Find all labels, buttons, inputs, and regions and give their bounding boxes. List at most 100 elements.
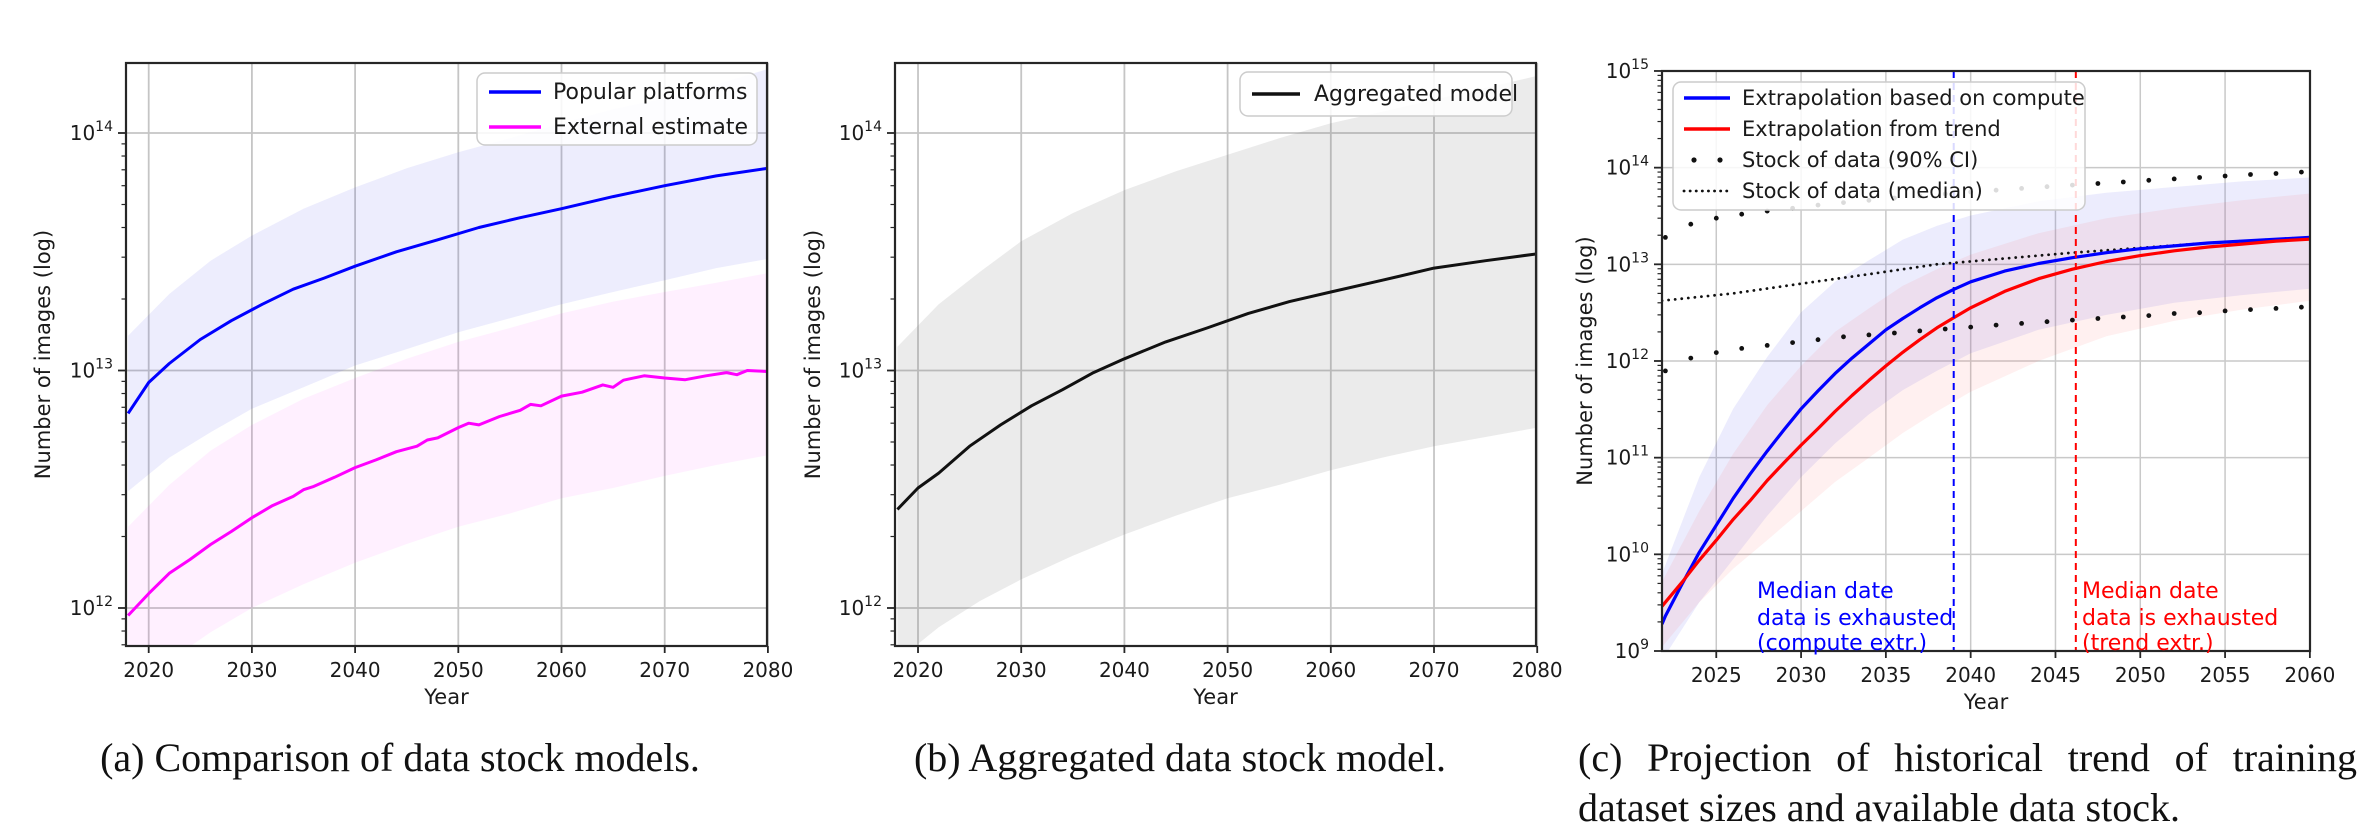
legend-swatch-dot: [1691, 157, 1697, 163]
y-tick-label: 1012: [70, 594, 113, 620]
plot-area: [896, 76, 1536, 646]
x-tick-label: 2060: [536, 658, 587, 682]
legend-label: External estimate: [553, 115, 748, 140]
axes-frame: [893, 61, 1538, 648]
y-axis-label: Number of images (log): [31, 230, 55, 479]
plot-area: [1662, 169, 2310, 651]
annotation-line: Median date: [1757, 579, 1894, 604]
data-point: [2273, 306, 2279, 311]
y-tick-label: 1013: [1606, 250, 1649, 276]
x-tick-label: 2080: [1512, 658, 1563, 682]
x-axis-label: Year: [1192, 685, 1238, 709]
data-point: [1688, 355, 1694, 361]
y-tick-label: 1010: [1606, 540, 1649, 566]
data-point: [1739, 211, 1745, 217]
data-point: [2146, 177, 2152, 183]
y-axis-label: Number of images (log): [801, 230, 825, 479]
data-point: [1739, 346, 1745, 351]
annotation-line: data is exhausted: [1757, 606, 1953, 631]
extrapolation-from-trend-ci-band: [1662, 193, 2310, 647]
popular-platforms-line: [126, 166, 767, 415]
x-tick-label: 2050: [2115, 663, 2166, 687]
legend-box: [1239, 71, 1513, 117]
extrapolation-from-trend-line: [1662, 237, 2310, 608]
data-point: [2171, 176, 2177, 182]
y-tick-label: 1011: [1606, 444, 1649, 470]
external-estimate-90-ci-band: [128, 273, 767, 646]
legend-item-extrapolation-based-on-compute: Extrapolation based on compute: [1684, 86, 2085, 110]
legend-item-stock-of-data-90-ci: Stock of data (90% CI): [1691, 148, 1978, 172]
x-tick-label: 2080: [742, 658, 793, 682]
x-tick-label: 2070: [639, 658, 690, 682]
popular-platforms-90-ci-band: [128, 69, 767, 492]
data-point: [1968, 324, 1974, 330]
annotation-line: Median date: [2082, 579, 2219, 604]
x-tick-label: 2040: [1099, 658, 1150, 682]
axes-frame: [124, 61, 769, 648]
extrapolation-based-on-compute-ci-band: [1662, 177, 2310, 651]
legend-item-popular-platforms: Popular platforms: [489, 80, 747, 105]
x-tick-label: 2045: [2030, 663, 2081, 687]
y-tick-label: 1014: [839, 119, 882, 145]
x-tick-label: 2020: [123, 658, 174, 682]
annotation-line: (compute extr.): [1757, 631, 1927, 656]
x-axis-label: Year: [1963, 690, 2009, 714]
legend-item-external-estimate: External estimate: [489, 115, 748, 140]
data-point: [2019, 321, 2024, 326]
x-tick-label: 2070: [1409, 658, 1460, 682]
data-point: [2095, 316, 2101, 321]
y-tick-label: 1014: [70, 119, 113, 145]
data-point: [2299, 169, 2304, 175]
y-tick-label: 1012: [1606, 347, 1649, 373]
data-point: [2095, 181, 2101, 186]
plot-area: [126, 69, 767, 646]
x-tick-label: 2050: [1202, 658, 1253, 682]
legend-label: Aggregated model: [1314, 82, 1518, 107]
legend-box: [476, 72, 758, 146]
data-point: [2044, 319, 2050, 325]
data-point: [1764, 343, 1770, 348]
data-point: [2197, 310, 2203, 316]
legend: Extrapolation based on compute Extrapolat…: [1672, 81, 2086, 211]
caption-c-line2: dataset sizes and available data stock.: [1578, 785, 2180, 830]
data-point: [2171, 311, 2177, 316]
legend-swatch-dot: [1717, 157, 1723, 163]
legend-item-aggregated-model: Aggregated model: [1252, 82, 1518, 107]
ticks: 2020 2030 2040 2050 2060 2070 2080 1012 1013 1014: [839, 119, 1563, 682]
x-tick-label: 2040: [330, 658, 381, 682]
x-tick-label: 2050: [433, 658, 484, 682]
x-axis-label: Year: [423, 685, 469, 709]
data-point: [1892, 330, 1897, 336]
external-estimate-line: [127, 369, 767, 617]
ticks: 2020 2030 2040 2050 2060 2070 2080 1012 1013 1014: [70, 119, 794, 682]
legend-label: Extrapolation from trend: [1742, 117, 2001, 141]
legend-item-extrapolation-from-trend: Extrapolation from trend: [1684, 117, 2001, 141]
legend: Aggregated model: [1239, 71, 1518, 117]
x-tick-label: 2030: [1776, 663, 1827, 687]
legend-label: Stock of data (90% CI): [1742, 148, 1978, 172]
chart-comparison-of-data-stock-models: 2020 2030 2040 2050 2060 2070 2080 1012 1013 1014…: [31, 61, 794, 709]
annotation-line: (trend extr.): [2082, 631, 2214, 656]
data-point: [2120, 179, 2126, 185]
x-tick-label: 2030: [226, 658, 277, 682]
data-point: [2222, 308, 2228, 314]
legend-box: [1672, 81, 2086, 211]
x-tick-label: 2035: [1860, 663, 1911, 687]
stock-of-data-90-ci-lower: [1663, 304, 2304, 374]
y-tick-label: 1015: [1606, 57, 1649, 83]
extrapolation-based-on-compute-line: [1662, 235, 2310, 625]
caption-c-line1: (c) Projection of historical trend of tr…: [1578, 735, 2357, 780]
data-point: [1713, 215, 1719, 221]
x-tick-label: 2060: [1305, 658, 1356, 682]
ticks: 2025 2030 2035 2040 2045 2050 2055 2060 109 1010 1…: [1606, 57, 2336, 687]
x-tick-label: 2025: [1691, 663, 1742, 687]
x-tick-label: 2030: [996, 658, 1047, 682]
x-tick-label: 2055: [2200, 663, 2251, 687]
caption-b: (b) Aggregated data stock model.: [913, 735, 1447, 780]
caption-c: (c) Projection of historical trend of tr…: [1578, 733, 2357, 833]
data-point: [1663, 368, 1668, 374]
data-point: [1866, 332, 1872, 338]
data-point: [2120, 314, 2126, 320]
